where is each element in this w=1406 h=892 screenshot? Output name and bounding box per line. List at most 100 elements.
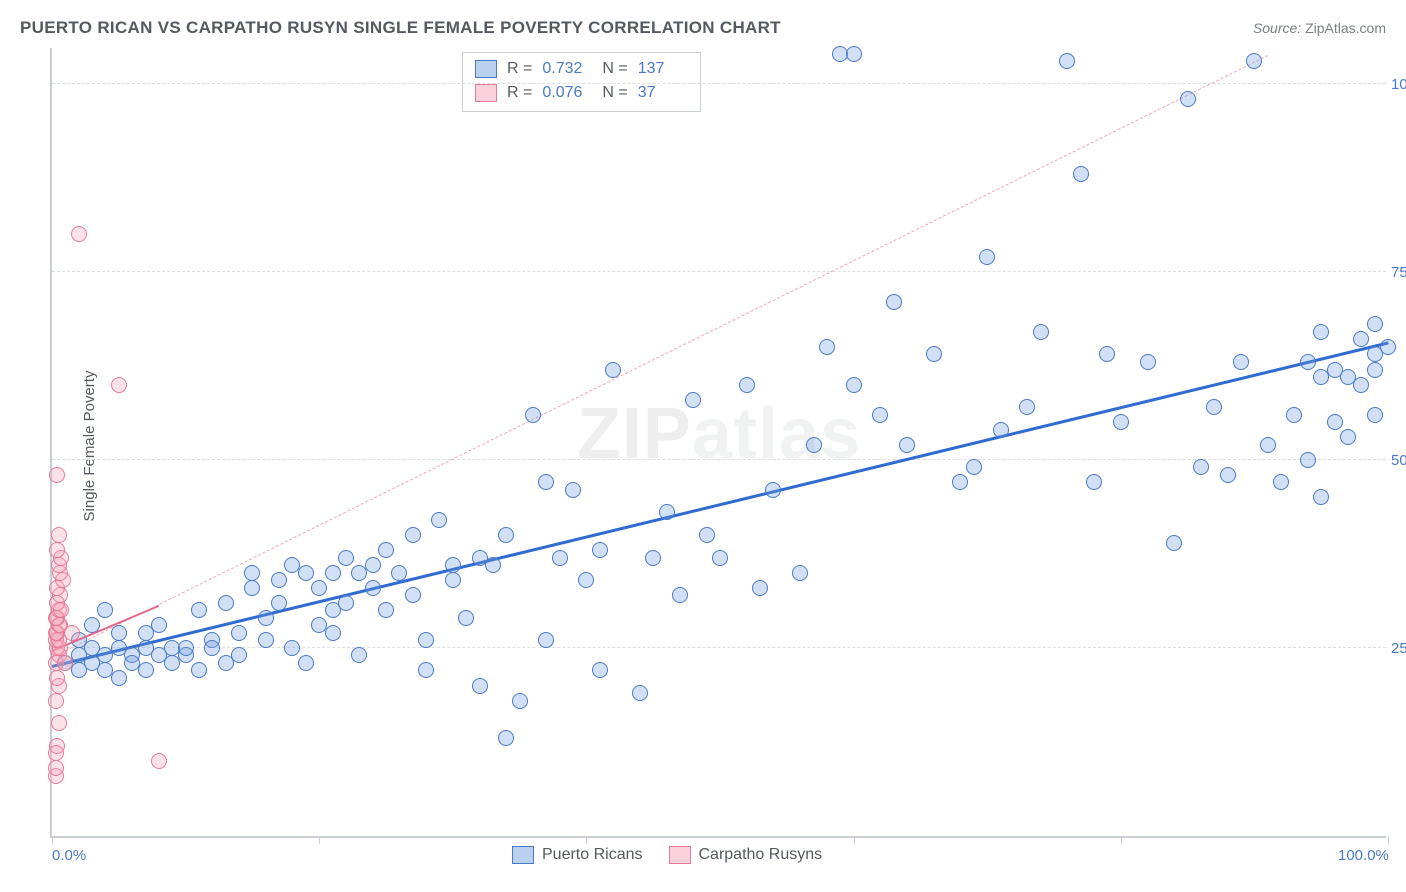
data-point bbox=[97, 602, 113, 618]
data-point bbox=[48, 760, 64, 776]
data-point bbox=[538, 474, 554, 490]
watermark: ZIPatlas bbox=[577, 393, 861, 475]
data-point bbox=[258, 610, 274, 626]
data-point bbox=[1367, 407, 1383, 423]
n-label: N = bbox=[602, 60, 627, 78]
data-point bbox=[445, 572, 461, 588]
data-point bbox=[405, 527, 421, 543]
legend-swatch bbox=[475, 84, 497, 102]
series-legend-label: Puerto Ricans bbox=[542, 846, 643, 864]
data-point bbox=[338, 595, 354, 611]
data-point bbox=[57, 655, 73, 671]
data-point bbox=[632, 685, 648, 701]
data-point bbox=[1033, 324, 1049, 340]
data-point bbox=[244, 580, 260, 596]
gridline-h bbox=[52, 271, 1386, 272]
data-point bbox=[138, 662, 154, 678]
n-value: 37 bbox=[638, 84, 688, 102]
legend-swatch bbox=[669, 846, 691, 864]
x-tick bbox=[319, 836, 320, 844]
data-point bbox=[191, 662, 207, 678]
data-point bbox=[1113, 414, 1129, 430]
data-point bbox=[325, 625, 341, 641]
data-point bbox=[365, 580, 381, 596]
data-point bbox=[151, 617, 167, 633]
data-point bbox=[685, 392, 701, 408]
data-point bbox=[178, 640, 194, 656]
data-point bbox=[1073, 166, 1089, 182]
data-point bbox=[1059, 53, 1075, 69]
series-legend-item: Puerto Ricans bbox=[512, 846, 643, 864]
data-point bbox=[952, 474, 968, 490]
data-point bbox=[298, 565, 314, 581]
legend-swatch bbox=[475, 60, 497, 78]
data-point bbox=[49, 542, 65, 558]
data-point bbox=[498, 730, 514, 746]
data-point bbox=[405, 587, 421, 603]
data-point bbox=[899, 437, 915, 453]
data-point bbox=[1166, 535, 1182, 551]
source-label: Source: bbox=[1253, 20, 1301, 36]
data-point bbox=[418, 662, 434, 678]
data-point bbox=[378, 542, 394, 558]
data-point bbox=[645, 550, 661, 566]
scatter-plot: ZIPatlas R =0.732N =137R =0.076N =37 Pue… bbox=[50, 48, 1386, 838]
data-point bbox=[1019, 399, 1035, 415]
x-tick bbox=[1388, 836, 1389, 844]
data-point bbox=[325, 565, 341, 581]
data-point bbox=[338, 550, 354, 566]
data-point bbox=[472, 678, 488, 694]
data-point bbox=[111, 377, 127, 393]
data-point bbox=[1140, 354, 1156, 370]
data-point bbox=[792, 565, 808, 581]
r-value: 0.732 bbox=[542, 60, 592, 78]
data-point bbox=[1180, 91, 1196, 107]
data-point bbox=[578, 572, 594, 588]
data-point bbox=[872, 407, 888, 423]
data-point bbox=[48, 745, 64, 761]
data-point bbox=[672, 587, 688, 603]
data-point bbox=[271, 595, 287, 611]
data-point bbox=[271, 572, 287, 588]
data-point bbox=[846, 377, 862, 393]
chart-title: PUERTO RICAN VS CARPATHO RUSYN SINGLE FE… bbox=[20, 18, 781, 38]
data-point bbox=[1260, 437, 1276, 453]
x-tick bbox=[586, 836, 587, 844]
watermark-zip: ZIP bbox=[577, 394, 692, 474]
data-point bbox=[1220, 467, 1236, 483]
data-point bbox=[1246, 53, 1262, 69]
y-tick-label: 75.0% bbox=[1391, 264, 1406, 281]
data-point bbox=[806, 437, 822, 453]
x-tick-label: 100.0% bbox=[1338, 847, 1389, 864]
x-tick bbox=[1121, 836, 1122, 844]
data-point bbox=[605, 362, 621, 378]
data-point bbox=[418, 632, 434, 648]
series-legend-item: Carpatho Rusyns bbox=[669, 846, 823, 864]
data-point bbox=[1367, 362, 1383, 378]
x-tick bbox=[52, 836, 53, 844]
data-point bbox=[71, 226, 87, 242]
r-label: R = bbox=[507, 84, 532, 102]
data-point bbox=[431, 512, 447, 528]
data-point bbox=[1340, 429, 1356, 445]
data-point bbox=[151, 753, 167, 769]
gridline-h bbox=[52, 459, 1386, 460]
data-point bbox=[365, 557, 381, 573]
data-point bbox=[512, 693, 528, 709]
data-point bbox=[351, 647, 367, 663]
data-point bbox=[592, 542, 608, 558]
data-point bbox=[1327, 414, 1343, 430]
r-value: 0.076 bbox=[542, 84, 592, 102]
data-point bbox=[485, 557, 501, 573]
x-tick bbox=[854, 836, 855, 844]
data-point bbox=[204, 640, 220, 656]
data-point bbox=[231, 625, 247, 641]
data-point bbox=[1233, 354, 1249, 370]
data-point bbox=[1206, 399, 1222, 415]
data-point bbox=[659, 504, 675, 520]
data-point bbox=[48, 693, 64, 709]
data-point bbox=[1353, 331, 1369, 347]
series-legend-label: Carpatho Rusyns bbox=[699, 846, 823, 864]
source-attribution: Source: ZipAtlas.com bbox=[1253, 20, 1386, 36]
data-point bbox=[311, 580, 327, 596]
